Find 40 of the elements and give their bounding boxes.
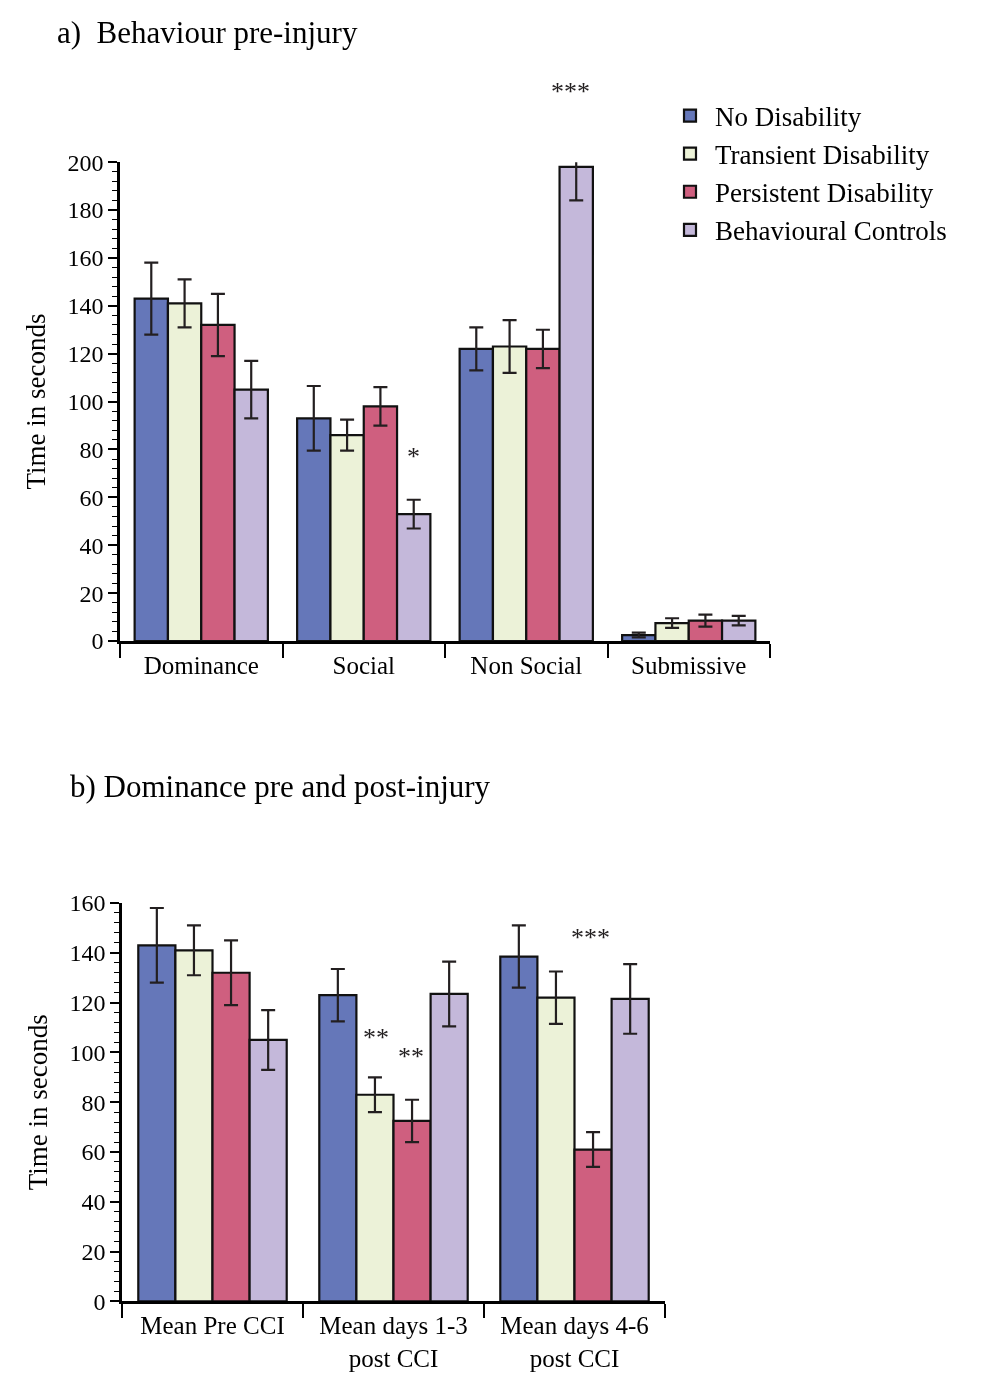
y-tick-label: 100 bbox=[69, 1039, 106, 1066]
y-tick-label: 60 bbox=[79, 484, 104, 511]
annotation: *** bbox=[571, 923, 610, 952]
y-tick-label: 20 bbox=[79, 580, 104, 607]
x-tick-label: Mean days 4-6 post CCI bbox=[500, 1312, 649, 1372]
y-axis-title: Time in seconds bbox=[21, 313, 52, 490]
y-tick-label: 140 bbox=[69, 940, 106, 967]
chart-title: a) Behaviour pre-injury bbox=[57, 15, 358, 50]
x-tick-label: Mean days 1-3 post CCI bbox=[319, 1312, 468, 1372]
legend-label: Persistent Disability bbox=[715, 178, 934, 209]
y-tick-label: 140 bbox=[67, 293, 104, 320]
y-tick-label: 120 bbox=[67, 341, 104, 368]
annotation: ** bbox=[363, 1023, 389, 1052]
y-tick-label: 160 bbox=[67, 245, 104, 272]
legend-label: Behavioural Controls bbox=[715, 216, 947, 247]
y-tick-label: 100 bbox=[67, 388, 104, 415]
legend-label: No Disability bbox=[715, 102, 862, 133]
y-tick-label: 0 bbox=[93, 1288, 106, 1315]
y-tick-label: 80 bbox=[81, 1089, 106, 1116]
x-tick-label: Submissive bbox=[631, 651, 747, 679]
y-tick-label: 40 bbox=[79, 532, 104, 559]
y-tick-label: 160 bbox=[69, 890, 106, 917]
legend-label: Transient Disability bbox=[715, 140, 930, 171]
y-tick-label: 40 bbox=[81, 1189, 106, 1216]
annotation: * bbox=[407, 442, 420, 471]
x-tick-label: Dominance bbox=[143, 651, 259, 679]
y-tick-label: 200 bbox=[67, 149, 104, 176]
y-tick-label: 180 bbox=[67, 197, 104, 224]
y-axis-title: Time in seconds bbox=[23, 1014, 54, 1191]
annotation: ** bbox=[398, 1042, 424, 1071]
y-tick-label: 120 bbox=[69, 990, 106, 1017]
text: *** bbox=[551, 77, 590, 106]
x-tick-label: Non Social bbox=[470, 651, 583, 679]
y-tick-label: 0 bbox=[91, 628, 104, 655]
y-tick-label: 20 bbox=[81, 1239, 106, 1266]
x-tick-label: Social bbox=[332, 651, 396, 679]
y-tick-label: 80 bbox=[79, 436, 104, 463]
chart-title: b) Dominance pre and post-injury bbox=[70, 769, 491, 804]
x-tick-label: Mean Pre CCI bbox=[140, 1312, 285, 1340]
y-tick-label: 60 bbox=[81, 1139, 106, 1166]
